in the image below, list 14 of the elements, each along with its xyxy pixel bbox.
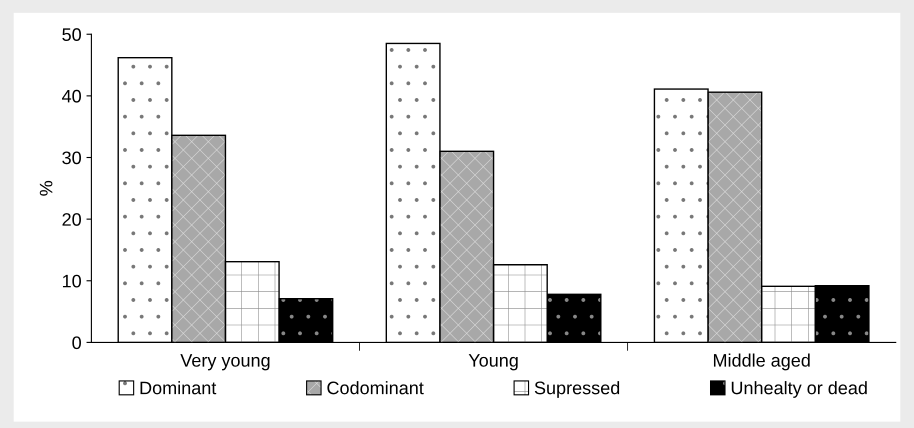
text: Supressed <box>534 381 620 398</box>
x-tick-label: Young <box>468 354 518 370</box>
y-axis-title: % <box>40 180 52 196</box>
x-tick-label: Very young <box>180 354 270 370</box>
legend-label: Unhealty or dead <box>732 381 867 398</box>
y-tick-label: 50 <box>62 28 81 41</box>
x-tick-label: Middle aged <box>714 354 810 370</box>
y-tick-label: 20 <box>62 213 81 226</box>
y-tick-label: 30 <box>62 151 81 164</box>
text: Dominant <box>140 381 216 394</box>
legend-label: Codominant <box>327 381 424 394</box>
y-tick-label: 10 <box>62 274 81 288</box>
y-tick-label: 40 <box>62 90 81 103</box>
y-tick-label: 0 <box>72 336 81 350</box>
